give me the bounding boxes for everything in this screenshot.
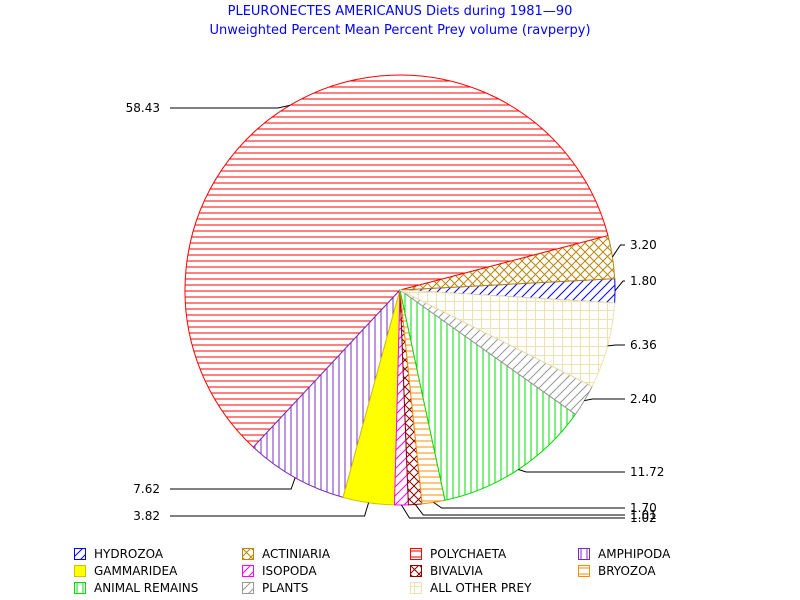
- leader-line: [433, 501, 625, 509]
- data-label-gammaridea: 3.82: [133, 509, 160, 523]
- data-label-all-other-prey: 6.36: [630, 338, 657, 352]
- legend-swatch: [410, 547, 422, 560]
- legend-item-gammaridea: GAMMARIDEA: [74, 562, 242, 579]
- data-label-hydrozoa: 1.80: [630, 274, 657, 288]
- leader-line: [612, 244, 625, 258]
- pie-slice-polychaeta: [184, 74, 609, 448]
- pie-slice-animal-remains: [399, 288, 577, 501]
- legend-swatch: [410, 564, 422, 577]
- legend-label: ANIMAL REMAINS: [94, 580, 199, 595]
- pie-slice-amphipoda: [252, 289, 401, 498]
- legend-item-hydrozoa: HYDROZOA: [74, 545, 242, 562]
- leader-line: [401, 504, 625, 519]
- legend-swatch: [242, 564, 254, 577]
- legend-label: ALL OTHER PREY: [430, 580, 532, 595]
- legend-label: BIVALVIA: [430, 563, 483, 578]
- legend-swatch: [410, 581, 422, 594]
- leader-line: [607, 344, 625, 347]
- legend-label: BRYOZOA: [598, 563, 656, 578]
- data-label-amphipoda: 7.62: [133, 482, 160, 496]
- legend-label: POLYCHAETA: [430, 546, 507, 561]
- leader-line: [584, 398, 625, 402]
- chart-subtitle: Unweighted Percent Mean Percent Prey vol…: [209, 23, 591, 38]
- legend-label: ACTINIARIA: [262, 546, 331, 561]
- leader-line: [170, 104, 290, 109]
- data-label-bryozoa: 1.70: [630, 501, 657, 515]
- data-label-isopoda: 1.02: [630, 511, 657, 525]
- legend-item-bryozoa: BRYOZOA: [578, 562, 746, 579]
- legend-item-polychaeta: POLYCHAETA: [410, 545, 578, 562]
- leader-line: [170, 502, 370, 517]
- legend-swatch: [578, 547, 590, 560]
- legend-swatch: [74, 547, 86, 560]
- legend-item-actiniaria: ACTINIARIA: [242, 545, 410, 562]
- legend: HYDROZOA ACTINIARIA POLYCHAETA AMPHIPODA GAM…: [74, 545, 774, 596]
- data-label-actiniaria: 3.20: [630, 238, 657, 252]
- leader-line: [518, 469, 625, 473]
- legend-swatch: [242, 581, 254, 594]
- legend-swatch: [242, 547, 254, 560]
- data-label-bivalvia: 1.01: [630, 508, 657, 522]
- legend-item-amphipoda: AMPHIPODA: [578, 545, 746, 562]
- legend-label: AMPHIPODA: [598, 546, 671, 561]
- legend-swatch: [74, 564, 86, 577]
- legend-item-isopoda: ISOPODA: [242, 562, 410, 579]
- legend-label: HYDROZOA: [94, 546, 164, 561]
- legend-label: ISOPODA: [262, 563, 317, 578]
- pie-chart: 1.80 3.20 58.43 7.62 3.82 1.021.011.70 11.72 2.…: [126, 74, 664, 525]
- legend-swatch: [578, 564, 590, 577]
- leader-line: [614, 280, 625, 292]
- legend-swatch: [74, 581, 86, 594]
- legend-item-bivalvia: BIVALVIA: [410, 562, 578, 579]
- leader-line: [414, 504, 625, 516]
- data-label-plants: 2.40: [630, 392, 657, 406]
- legend-label: PLANTS: [262, 580, 309, 595]
- legend-item-animal-remains: ANIMAL REMAINS: [74, 579, 242, 596]
- legend-item-all-other-prey: ALL OTHER PREY: [410, 579, 578, 596]
- data-label-animal-remains: 11.72: [630, 465, 664, 479]
- legend-label: GAMMARIDEA: [94, 563, 178, 578]
- legend-item-plants: PLANTS: [242, 579, 410, 596]
- leader-line: [170, 477, 296, 490]
- data-label-polychaeta: 58.43: [126, 101, 160, 115]
- chart-title: PLEURONECTES AMERICANUS Diets during 198…: [227, 4, 573, 19]
